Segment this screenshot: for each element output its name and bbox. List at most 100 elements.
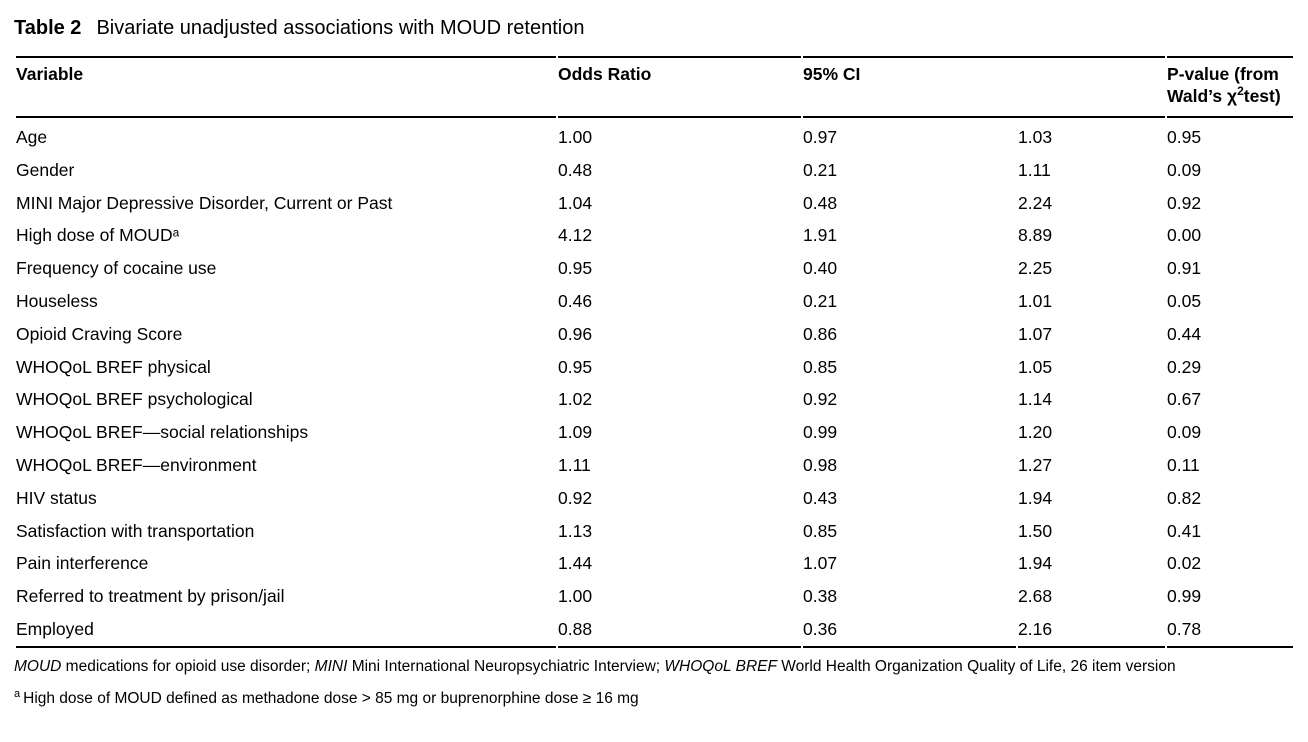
table-row: WHOQoL BREF physical 0.95 0.85 1.05 0.29 [16, 351, 1293, 384]
cell-pvalue: 0.09 [1167, 422, 1202, 443]
cell-ci-high: 1.14 [1018, 389, 1053, 410]
cell-odds-ratio: 0.95 [558, 258, 593, 279]
cell-odds-ratio: 0.95 [558, 356, 593, 377]
footnote-dose-text: High dose of MOUD defined as methadone d… [23, 689, 639, 707]
table-row: Age 1.00 0.97 1.03 0.95 [16, 118, 1293, 154]
table-row: WHOQoL BREF—environment 1.11 0.98 1.27 0.11 [16, 449, 1293, 482]
table-label: Table 2 [14, 17, 82, 39]
cell-variable: WHOQoL BREF—social relationships [16, 422, 309, 443]
cell-variable: High dose of MOUDᵃ [16, 225, 180, 246]
abbrev-mini-definition: Mini International Neuropsychiatric Inte… [347, 657, 665, 675]
pvalue-header-line2: Wald’s χ [1167, 86, 1238, 106]
cell-variable: Employed [16, 613, 556, 648]
cell-pvalue: 0.00 [1167, 225, 1202, 246]
cell-odds-ratio: 1.13 [558, 520, 593, 541]
cell-ci-high: 1.94 [1018, 553, 1053, 574]
cell-ci-high: 1.03 [1018, 127, 1053, 147]
cell-pvalue: 0.95 [1167, 127, 1202, 147]
cell-ci-low: 0.85 [803, 356, 838, 377]
cell-variable: WHOQoL BREF psychological [16, 389, 253, 410]
column-header-odds-ratio: Odds Ratio [558, 56, 801, 118]
cell-ci-low: 0.43 [803, 487, 838, 508]
table-row: High dose of MOUDᵃ 4.12 1.91 8.89 0.00 [16, 219, 1293, 252]
cell-ci-high: 2.25 [1018, 258, 1053, 279]
cell-ci-low: 1.91 [803, 225, 838, 246]
cell-ci-high: 1.27 [1018, 454, 1053, 475]
cell-variable: Age [16, 127, 48, 147]
table-row: Frequency of cocaine use 0.95 0.40 2.25 0.91 [16, 252, 1293, 285]
cell-odds-ratio: 0.46 [558, 290, 593, 311]
cell-odds-ratio: 1.00 [558, 586, 593, 607]
cell-pvalue: 0.78 [1167, 613, 1293, 648]
cell-pvalue: 0.05 [1167, 290, 1202, 311]
cell-ci-high: 1.20 [1018, 422, 1053, 443]
cell-variable: Opioid Craving Score [16, 323, 183, 344]
cell-ci-low: 0.97 [803, 127, 838, 147]
cell-odds-ratio: 0.92 [558, 487, 593, 508]
cell-variable: HIV status [16, 487, 97, 508]
cell-variable: Pain interference [16, 553, 149, 574]
cell-variable: Houseless [16, 290, 98, 311]
cell-ci-low: 1.07 [803, 553, 838, 574]
cell-ci-high: 2.68 [1018, 586, 1053, 607]
cell-variable: Referred to treatment by prison/jail [16, 586, 285, 607]
abbrev-moud-definition: medications for opioid use disorder; [61, 657, 315, 675]
cell-variable: Satisfaction with transportation [16, 520, 255, 541]
abbrev-whoqol-definition: World Health Organization Quality of Lif… [776, 657, 1176, 675]
abbrev-mini: MINI [314, 657, 348, 675]
cell-ci-low: 0.98 [803, 454, 838, 475]
cell-pvalue: 0.02 [1167, 553, 1202, 574]
cell-ci-high: 2.16 [1018, 613, 1166, 648]
cell-odds-ratio: 1.02 [558, 389, 593, 410]
cell-ci-low: 0.40 [803, 258, 838, 279]
cell-ci-low: 0.21 [803, 159, 838, 180]
column-header-pvalue: P-value (from Wald’s χ2test) [1167, 56, 1293, 118]
cell-pvalue: 0.82 [1167, 487, 1202, 508]
cell-pvalue: 0.29 [1167, 356, 1202, 377]
table-row: Referred to treatment by prison/jail 1.00… [16, 580, 1293, 613]
cell-odds-ratio: 4.12 [558, 225, 593, 246]
cell-ci-low: 0.86 [803, 323, 838, 344]
cell-odds-ratio: 1.00 [558, 127, 593, 147]
cell-ci-low: 0.38 [803, 586, 838, 607]
cell-odds-ratio: 1.44 [558, 553, 593, 574]
cell-pvalue: 0.11 [1167, 454, 1200, 475]
header-row: Variable Odds Ratio 95% CI P-value (from… [16, 56, 1293, 118]
cell-pvalue: 0.92 [1167, 192, 1202, 213]
chi-squared-exponent: 2 [1237, 84, 1244, 99]
cell-ci-low: 0.36 [803, 613, 1016, 648]
cell-ci-high: 1.01 [1018, 290, 1053, 311]
pvalue-header-line2-end: test) [1243, 86, 1281, 106]
cell-pvalue: 0.41 [1167, 520, 1202, 541]
cell-variable: WHOQoL BREF—environment [16, 454, 257, 475]
table-caption: Bivariate unadjusted associations with M… [96, 17, 585, 39]
table-footnotes: MOUD medications for opioid use disorder… [14, 657, 1296, 709]
cell-odds-ratio: 0.96 [558, 323, 593, 344]
table-row: Satisfaction with transportation 1.13 0.85… [16, 515, 1293, 548]
cell-odds-ratio: 1.04 [558, 192, 593, 213]
cell-ci-high: 1.07 [1018, 323, 1053, 344]
cell-variable: Frequency of cocaine use [16, 258, 217, 279]
data-table: Variable Odds Ratio 95% CI P-value (from… [14, 56, 1295, 648]
table-row: Employed 0.88 0.36 2.16 0.78 [16, 613, 1293, 648]
column-header-ci: 95% CI [803, 56, 1166, 118]
cell-pvalue: 0.09 [1167, 159, 1202, 180]
table-row: WHOQoL BREF psychological 1.02 0.92 1.14 0.6… [16, 383, 1293, 416]
cell-odds-ratio: 1.11 [558, 454, 591, 475]
cell-ci-low: 0.99 [803, 422, 838, 443]
cell-ci-high: 1.94 [1018, 487, 1053, 508]
abbrev-whoqol: WHOQoL BREF [664, 657, 777, 675]
cell-variable: WHOQoL BREF physical [16, 356, 211, 377]
table-row: Houseless 0.46 0.21 1.01 0.05 [16, 285, 1293, 318]
table-row: Gender 0.48 0.21 1.11 0.09 [16, 154, 1293, 187]
cell-odds-ratio: 0.48 [558, 159, 593, 180]
cell-ci-high: 8.89 [1018, 225, 1053, 246]
cell-variable: MINI Major Depressive Disorder, Current … [16, 192, 393, 213]
cell-odds-ratio: 0.88 [558, 613, 801, 648]
cell-ci-high: 1.11 [1018, 159, 1051, 180]
cell-pvalue: 0.91 [1167, 258, 1202, 279]
cell-pvalue: 0.67 [1167, 389, 1202, 410]
table-row: Opioid Craving Score 0.96 0.86 1.07 0.44 [16, 318, 1293, 351]
table-title: Table 2 Bivariate unadjusted associations… [14, 16, 1295, 40]
